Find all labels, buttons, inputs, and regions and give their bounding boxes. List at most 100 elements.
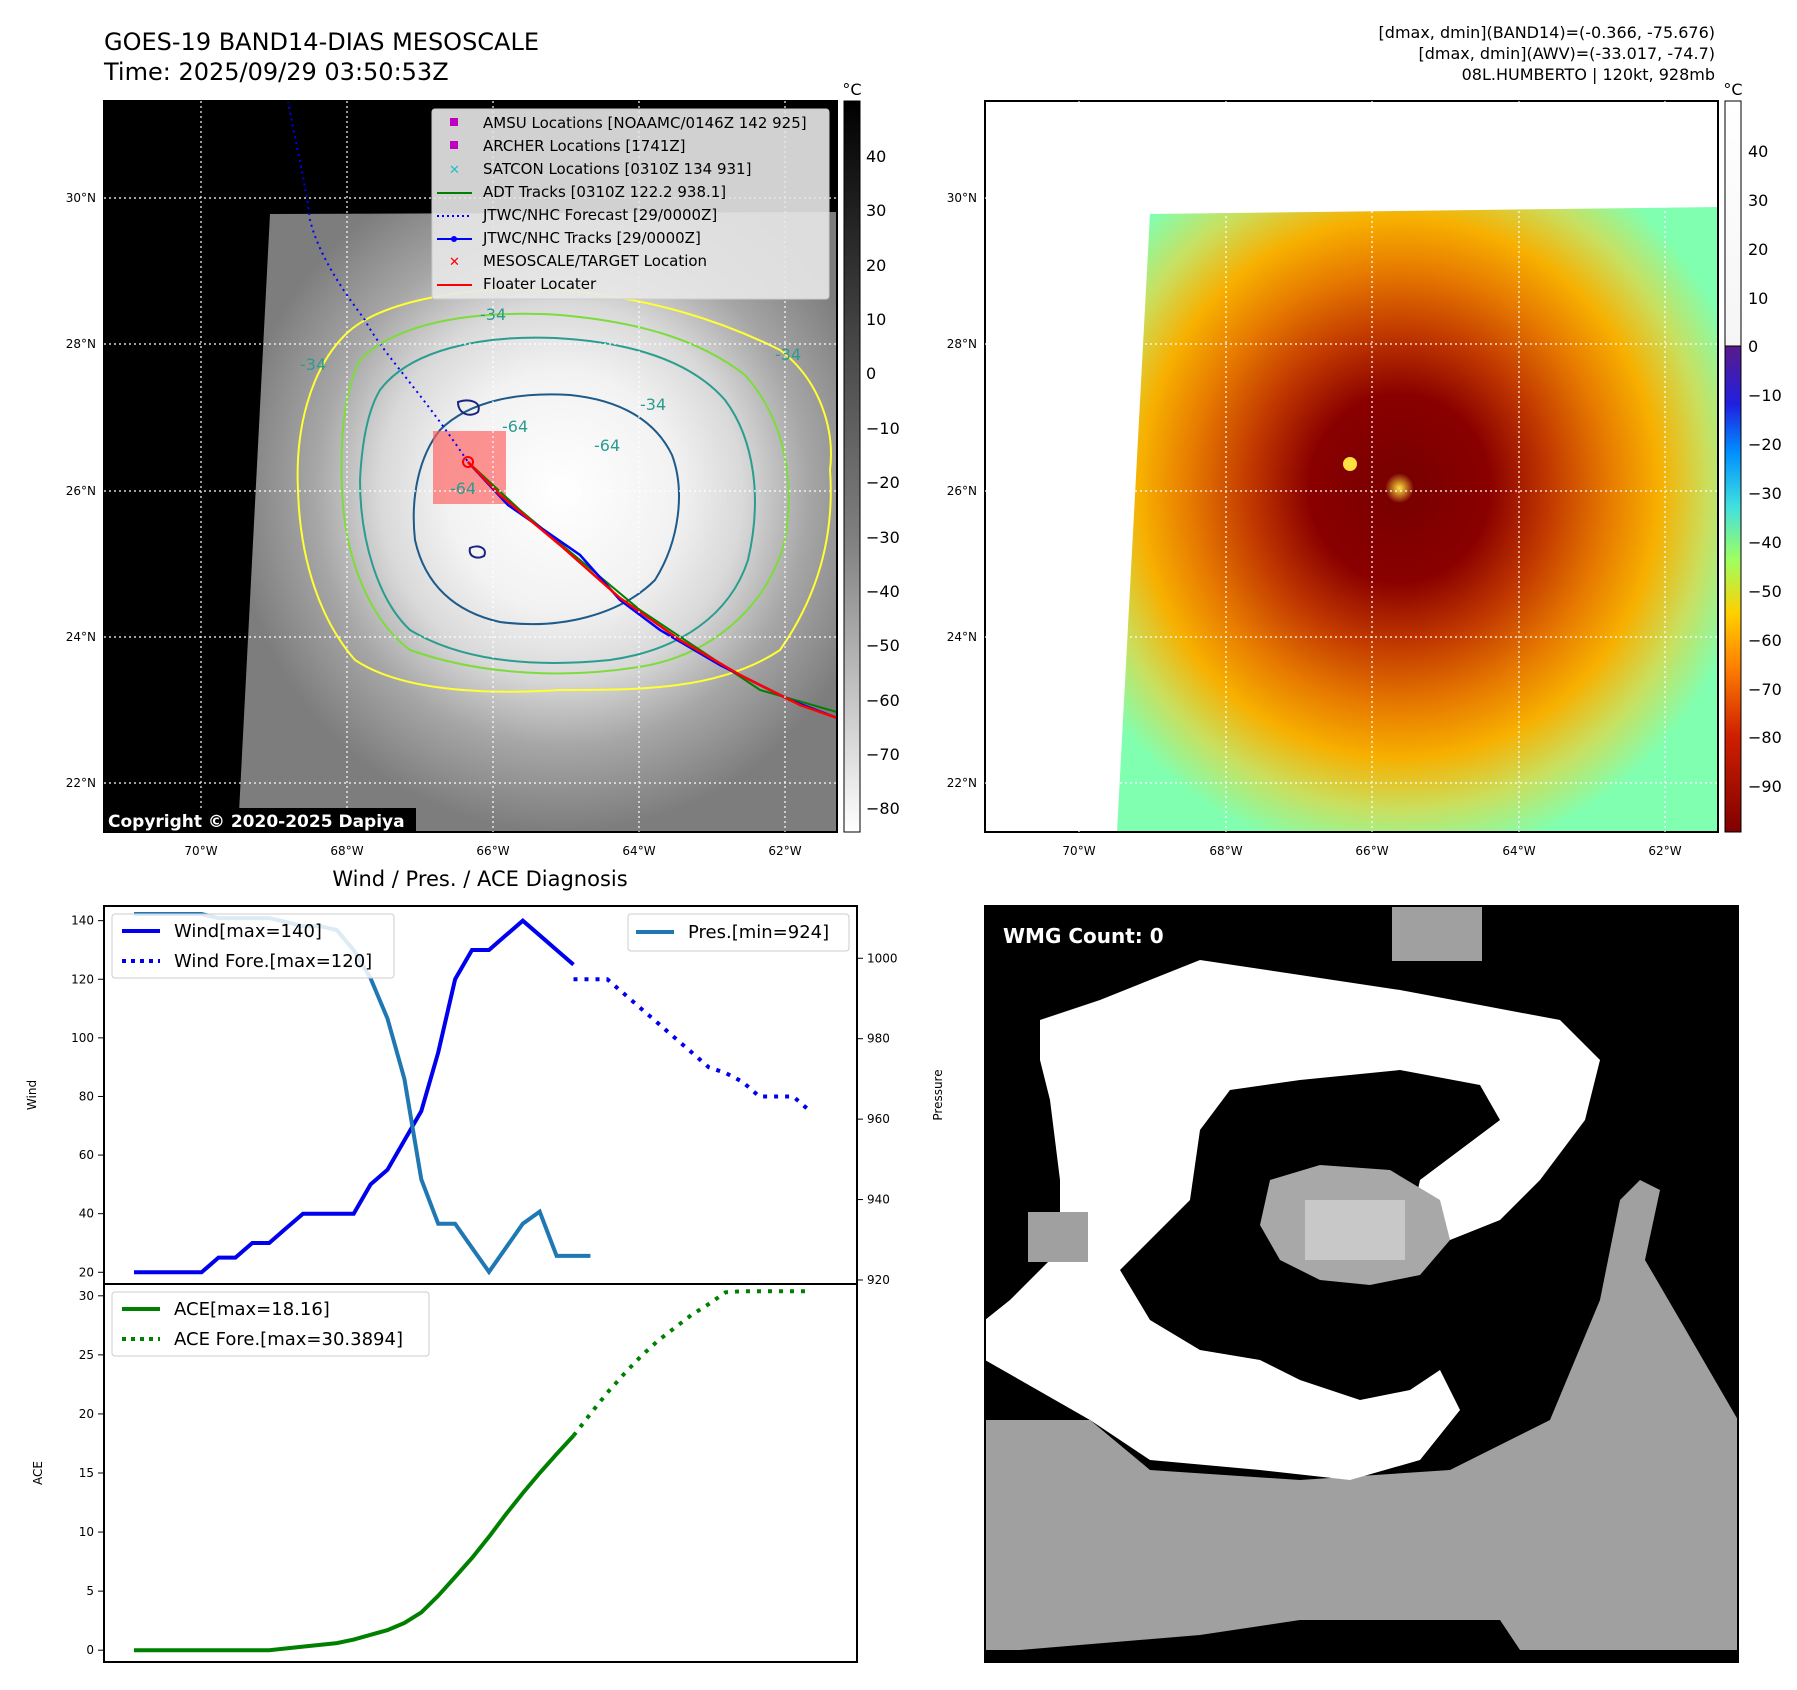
cbar-tick: −10 <box>1748 386 1782 405</box>
ytick-label: 15 <box>79 1466 94 1480</box>
adt-track <box>467 461 837 713</box>
contour-label: -64 <box>450 479 476 498</box>
legend-label: Floater Locater <box>483 275 597 293</box>
forecast-track <box>287 101 469 463</box>
lat-label: 24°N <box>66 630 96 644</box>
copyright-text: Copyright © 2020-2025 Dapiya <box>108 812 405 832</box>
wmg-patch <box>1028 1212 1088 1262</box>
pressure-legend: Pres.[min=924] <box>627 913 850 952</box>
legend-label: JTWC/NHC Tracks [29/0000Z] <box>482 229 701 247</box>
contour-navy-inner-1 <box>456 399 480 416</box>
lon-label: 70°W <box>184 844 217 858</box>
legend-label: MESOSCALE/TARGET Location <box>483 252 707 270</box>
lon-label: 62°W <box>1648 844 1681 858</box>
cbar-tick: −80 <box>1748 728 1782 747</box>
ytick-label: 20 <box>79 1407 94 1421</box>
info-awv: [dmax, dmin](AWV)=(-33.017, -74.7) <box>1418 44 1715 63</box>
ace-line <box>134 1434 575 1653</box>
contour-green-outer <box>340 312 790 675</box>
awv-map-gridlines <box>985 101 1718 832</box>
cbar-tick: −80 <box>866 799 900 818</box>
cbar-tick: 10 <box>866 310 886 329</box>
copyright-badge <box>104 808 416 832</box>
legend-label: ADT Tracks [0310Z 122.2 938.1] <box>483 183 726 201</box>
lon-label: 66°W <box>1355 844 1388 858</box>
awv-imagery <box>1117 207 1718 832</box>
legend-label: Pres.[min=924] <box>688 922 829 943</box>
info-storm: 08L.HUMBERTO | 120kt, 928mb <box>1462 65 1715 84</box>
awv-map-lat-labels: 30°N 28°N 26°N 24°N 22°N <box>947 191 977 790</box>
legend-label: SATCON Locations [0310Z 134 931] <box>483 160 751 178</box>
cbar-tick: −40 <box>866 582 900 601</box>
legend-satcon-marker: ✕ <box>449 163 460 178</box>
legend-label: Wind Fore.[max=120] <box>174 951 372 972</box>
pressure-ylabel: Pressure <box>931 1069 945 1120</box>
contour-label: -64 <box>502 417 528 436</box>
ytick-label: 5 <box>86 1584 94 1598</box>
ytick-label: 80 <box>79 1089 94 1103</box>
lat-label: 22°N <box>947 776 977 790</box>
contour-label: -34 <box>480 305 506 324</box>
awv-colorbar: °C 40 30 20 10 0 −10 −20 −30 −40 −50 −60… <box>1723 80 1782 833</box>
ytick-label: 980 <box>867 1032 890 1046</box>
cbar-tick: 0 <box>1748 337 1758 356</box>
cbar-tick: 40 <box>866 147 886 166</box>
ace-yaxis: 30 25 20 15 10 5 0 <box>79 1289 104 1657</box>
legend-archer-marker <box>450 141 458 149</box>
diagnosis-title: Wind / Pres. / ACE Diagnosis <box>332 867 627 891</box>
ir-map-lat-labels: 30°N 28°N 26°N 24°N 22°N <box>66 191 96 790</box>
target-location <box>462 456 474 468</box>
lon-label: 68°W <box>330 844 363 858</box>
legend-label: AMSU Locations [NOAAMC/0146Z 142 925] <box>483 114 807 132</box>
ir-colorbar: °C 40 30 20 10 0 −10 −20 −30 −40 −50 −60… <box>842 80 900 833</box>
lon-label: 62°W <box>768 844 801 858</box>
legend-label: ARCHER Locations [1741Z] <box>483 137 686 155</box>
legend-label: ACE[max=18.16] <box>174 1299 330 1320</box>
lat-label: 24°N <box>947 630 977 644</box>
ytick-label: 100 <box>71 1031 94 1045</box>
wind-yaxis: 140 120 100 80 60 40 20 <box>71 914 104 1279</box>
contour-labels: -64 -64 -64 -34 -34 -34 -34 <box>300 305 801 498</box>
legend-jtwc-dot <box>451 236 457 242</box>
wind-line <box>134 918 575 1275</box>
ir-imagery <box>238 212 837 832</box>
legend-amsu-marker <box>450 118 458 126</box>
lat-label: 30°N <box>66 191 96 205</box>
awv-map-lon-labels: 70°W 68°W 66°W 64°W 62°W <box>1062 844 1681 858</box>
lat-label: 28°N <box>947 337 977 351</box>
cbar-tick: −30 <box>1748 484 1782 503</box>
ytick-label: 10 <box>79 1525 94 1539</box>
cbar-tick: −70 <box>866 745 900 764</box>
ytick-label: 20 <box>79 1265 94 1279</box>
lat-label: 26°N <box>947 484 977 498</box>
ytick-label: 25 <box>79 1348 94 1362</box>
ir-map-lon-labels: 70°W 68°W 66°W 64°W 62°W <box>184 844 801 858</box>
pressure-yaxis: 1000 980 960 940 920 <box>857 951 898 1287</box>
map-legend: AMSU Locations [NOAAMC/0146Z 142 925] AR… <box>431 108 830 300</box>
wind-legend: Wind[max=140] Wind Fore.[max=120] <box>111 913 395 979</box>
info-band14: [dmax, dmin](BAND14)=(-0.366, -75.676) <box>1379 23 1715 42</box>
cbar-tick: 30 <box>1748 191 1768 210</box>
ytick-label: 120 <box>71 972 94 986</box>
legend-label: JTWC/NHC Forecast [29/0000Z] <box>482 206 717 224</box>
ytick-label: 40 <box>79 1207 94 1221</box>
lon-label: 70°W <box>1062 844 1095 858</box>
cbar-tick: 20 <box>866 256 886 275</box>
cbar-tick: −10 <box>866 419 900 438</box>
cbar-tick: 30 <box>866 201 886 220</box>
lon-label: 66°W <box>476 844 509 858</box>
legend-label: ACE Fore.[max=30.3894] <box>174 1329 403 1350</box>
cbar-unit: °C <box>842 80 861 99</box>
cbar-tick: 40 <box>1748 142 1768 161</box>
wmg-white-ring <box>985 960 1600 1480</box>
figure-time: Time: 2025/09/29 03:50:53Z <box>103 58 449 86</box>
ytick-label: 920 <box>867 1273 890 1287</box>
ace-forecast-line <box>571 1289 811 1437</box>
cbar-tick: −60 <box>866 691 900 710</box>
ace-ylabel: ACE <box>31 1461 45 1485</box>
wmg-panel <box>985 906 1738 1662</box>
cbar-tick: −20 <box>866 473 900 492</box>
legend-target-marker: ✕ <box>449 255 460 270</box>
cbar-tick: −50 <box>866 636 900 655</box>
